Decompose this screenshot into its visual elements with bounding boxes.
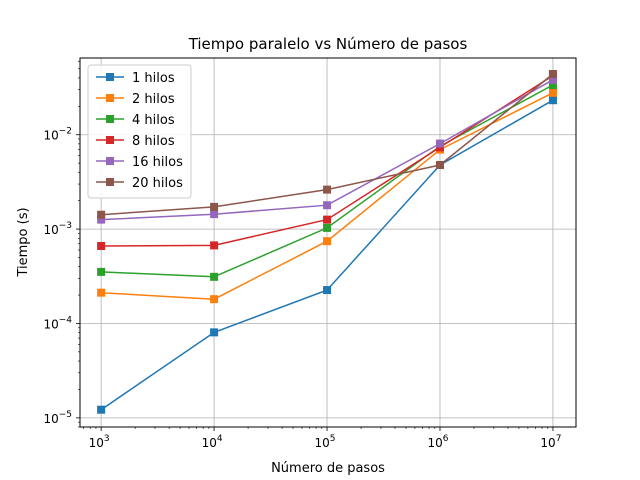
data-point	[97, 215, 106, 224]
legend-entry: 4 hilos	[132, 113, 175, 128]
data-point	[210, 328, 219, 337]
data-point	[210, 272, 219, 281]
data-point	[323, 286, 332, 295]
data-point	[97, 288, 106, 297]
data-point	[323, 185, 332, 194]
data-point	[210, 202, 219, 211]
x-tick-label: 107	[540, 434, 561, 450]
x-tick-label: 106	[427, 434, 448, 450]
data-point	[435, 139, 444, 148]
plot-frame	[79, 57, 577, 428]
data-point	[210, 241, 219, 250]
data-point	[323, 237, 332, 246]
legend-marker	[106, 178, 114, 186]
data-point	[210, 295, 219, 304]
y-tick-label: 10−5	[43, 410, 72, 426]
data-point	[548, 88, 557, 97]
y-tick-label: 10−2	[43, 127, 72, 143]
x-tick-label: 104	[202, 434, 223, 450]
axis-ticks: 103 104 105 106 107 10−5 10−4 10−3 10−2	[43, 60, 561, 450]
data-point	[548, 96, 557, 105]
legend-marker	[106, 115, 114, 123]
data-point	[97, 405, 106, 414]
data-point	[97, 242, 106, 251]
data-point	[548, 75, 557, 84]
data-point	[323, 215, 332, 224]
x-tick-label: 103	[89, 434, 110, 450]
chart-title: Tiempo paralelo vs Número de pasos	[188, 35, 468, 53]
data-point	[435, 160, 444, 169]
legend-entry: 16 hilos	[132, 155, 183, 170]
legend-marker	[106, 73, 114, 81]
legend-marker	[106, 157, 114, 165]
data-point	[548, 81, 557, 90]
x-tick-label: 105	[315, 434, 336, 450]
legend: 1 hilos 2 hilos 4 hilos 8 hilos 16 hilos 20 h…	[87, 64, 192, 199]
legend-marker	[106, 136, 114, 144]
data-point	[323, 223, 332, 232]
legend-marker	[106, 94, 114, 102]
legend-entry: 20 hilos	[132, 176, 183, 191]
legend-entry: 1 hilos	[132, 71, 175, 86]
data-point	[323, 201, 332, 210]
legend-entry: 8 hilos	[132, 134, 175, 149]
data-point	[97, 267, 106, 276]
y-axis-label: Tiempo (s)	[16, 207, 31, 277]
data-point	[210, 210, 219, 219]
data-point	[548, 69, 557, 78]
x-axis-label: Número de pasos	[271, 461, 385, 476]
data-point	[97, 210, 106, 219]
legend-entry: 2 hilos	[132, 92, 175, 107]
y-tick-label: 10−3	[43, 221, 72, 237]
series-lines	[97, 69, 557, 414]
y-tick-label: 10−4	[43, 315, 72, 331]
